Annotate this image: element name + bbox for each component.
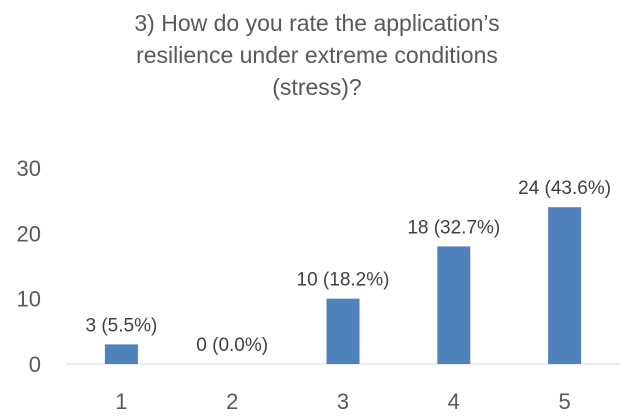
x-tick-label-5: 5 (558, 389, 570, 414)
x-axis: 1 2 3 4 5 (115, 389, 570, 414)
bars (104, 207, 582, 364)
x-tick-label-3: 3 (337, 389, 349, 414)
bar-3 (326, 298, 360, 364)
bar-1 (104, 344, 138, 364)
x-tick-label-2: 2 (226, 389, 238, 414)
x-tick-label-4: 4 (448, 389, 460, 414)
y-tick-label: 20 (17, 221, 41, 246)
data-label-5: 24 (43.6%) (518, 178, 611, 199)
data-label-4: 18 (32.7%) (407, 217, 500, 238)
y-tick-label: 10 (17, 287, 41, 312)
data-labels: 3 (5.5%) 0 (0.0%) 10 (18.2%) 18 (32.7%) 24 (… (85, 178, 611, 356)
chart-title: 3) How do you rate the application’s res… (134, 10, 499, 100)
bar-4 (437, 246, 471, 364)
chart-title-line-2: resilience under extreme conditions (136, 42, 498, 68)
chart-title-line-3: (stress)? (272, 74, 361, 100)
y-tick-label: 30 (17, 156, 41, 181)
y-tick-label: 0 (29, 352, 41, 377)
bar-5 (548, 207, 582, 364)
chart-title-line-1: 3) How do you rate the application’s (134, 10, 499, 36)
x-tick-label-1: 1 (115, 389, 127, 414)
data-label-2: 0 (0.0%) (196, 335, 268, 356)
y-axis: 0 10 20 30 (17, 156, 41, 377)
data-label-1: 3 (5.5%) (85, 315, 157, 336)
data-label-3: 10 (18.2%) (297, 270, 390, 291)
